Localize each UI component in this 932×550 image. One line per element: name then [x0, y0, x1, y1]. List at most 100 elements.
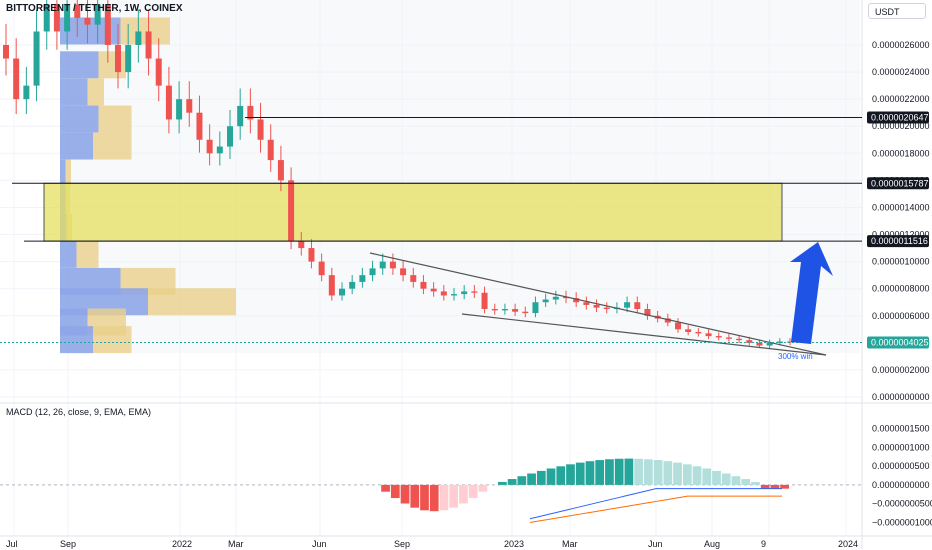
candle [165, 85, 172, 120]
macd-histogram-bar [390, 484, 400, 499]
candle [389, 261, 396, 269]
currency-selector[interactable]: USDT [868, 3, 926, 19]
macd-histogram-bar [585, 461, 595, 485]
price-tick: 0.0000018000 [872, 148, 930, 158]
arrow-shape [790, 242, 833, 344]
candle [430, 288, 437, 292]
trend-lines [0, 116, 862, 356]
candle [155, 58, 162, 86]
macd-histogram-bar [741, 479, 751, 485]
price-label-bg [867, 177, 929, 190]
price-label-bg [867, 336, 929, 349]
candle [501, 309, 508, 311]
candle [13, 58, 20, 100]
macd-histogram-bar [566, 464, 575, 485]
macd-histogram-bar [410, 484, 420, 508]
price-tick: 0.0000008000 [872, 284, 930, 294]
candle [685, 329, 692, 333]
candle [766, 342, 773, 346]
candle [787, 341, 793, 343]
macd-histogram-bar [527, 473, 536, 485]
wedge-lower [461, 313, 827, 356]
candle [186, 99, 193, 113]
supply-zone [43, 182, 783, 242]
time-tick: Mar [562, 539, 578, 549]
macd-histogram-bar [546, 468, 556, 485]
macd-histogram-bar [644, 459, 653, 485]
wedge-upper [369, 252, 827, 356]
price-tick: 0.0000002000 [872, 365, 930, 375]
macd-tick: 0.0000000000 [872, 480, 930, 490]
candle [277, 160, 284, 181]
symbol-title: BITTORRENT / TETHER, 1W, COINEX [6, 3, 183, 14]
macd-histogram-bar [682, 464, 692, 485]
annotation-300-win: 300% win [778, 352, 813, 361]
macd-histogram-bar [712, 470, 721, 485]
candle [481, 292, 488, 309]
macd-histogram-bar [770, 484, 780, 489]
macd-histogram-bar [653, 460, 663, 485]
price-labels: 0.00000206470.00000157870.00000115160.00… [867, 111, 929, 349]
macd-histogram-bar [381, 484, 390, 492]
candle [552, 296, 559, 300]
up-arrow-icon [790, 242, 833, 344]
candle [125, 45, 132, 73]
vp-bar-up [60, 132, 93, 160]
macd-tick: 0.0000001000 [872, 442, 930, 452]
candle [420, 281, 427, 289]
candle [94, 4, 101, 25]
time-tick: Jun [312, 539, 327, 549]
candle [634, 302, 641, 309]
candle [736, 338, 743, 341]
candle [267, 139, 274, 161]
candle [675, 322, 681, 330]
price-tick: 0.0000010000 [872, 257, 930, 267]
price-label-bg [867, 111, 929, 124]
vp-bar-down [93, 132, 132, 160]
macd-histogram-bar [595, 460, 605, 485]
candle [64, 4, 71, 32]
time-tick: 2023 [504, 539, 524, 549]
candle [603, 307, 610, 309]
time-tick: Jul [6, 539, 18, 549]
price-axis: 0.0000026000 0.0000024000 0.0000022000 0.00… [872, 40, 930, 402]
vp-bar-up [60, 326, 93, 354]
price-label-text: 0.0000015787 [871, 178, 929, 188]
candle [746, 340, 753, 343]
macd-histogram-bar [400, 484, 410, 504]
macd-histogram-bar [429, 484, 439, 512]
candle [776, 341, 783, 343]
price-label-text: 0.0000011516 [871, 236, 928, 246]
price-tick: 0.0000026000 [872, 40, 930, 50]
vp-bar-down [120, 17, 170, 45]
candles [3, 0, 793, 349]
candle [206, 139, 213, 154]
candle [461, 291, 468, 295]
candle [664, 318, 671, 323]
candle [135, 31, 142, 45]
candle [247, 105, 254, 120]
vp-bar-up [60, 78, 88, 106]
candle [33, 31, 40, 86]
candle [237, 105, 244, 127]
macd-histogram-bar [605, 459, 614, 485]
candle [328, 275, 335, 296]
candle [115, 45, 121, 73]
time-tick: Sep [60, 539, 76, 549]
candle [227, 126, 233, 147]
macd-histogram-bar [634, 458, 643, 485]
price-tick: 0.0000012000 [872, 230, 930, 240]
candle [542, 299, 549, 303]
macd-histogram-bar [420, 484, 429, 511]
macd-histogram-bar [673, 462, 682, 485]
candle [573, 298, 580, 303]
candle [644, 309, 651, 316]
candle [298, 241, 305, 249]
candle [84, 17, 91, 25]
macd-tick: −0.0000001000 [872, 517, 932, 527]
macd-histogram-bar [507, 479, 517, 485]
price-label-text: 0.0000020647 [871, 112, 929, 122]
candle [379, 261, 386, 269]
